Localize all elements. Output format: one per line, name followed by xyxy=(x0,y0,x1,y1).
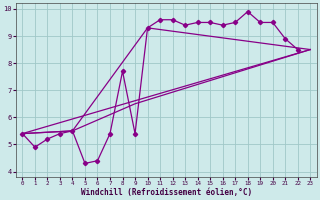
X-axis label: Windchill (Refroidissement éolien,°C): Windchill (Refroidissement éolien,°C) xyxy=(81,188,252,197)
